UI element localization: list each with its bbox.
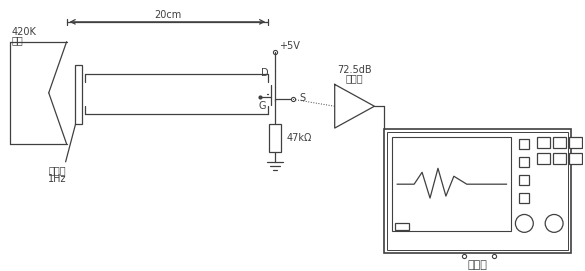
Text: D: D [260, 69, 268, 79]
Bar [553, 137, 566, 148]
Bar [537, 153, 550, 164]
Bar [519, 157, 529, 167]
Bar [384, 129, 571, 253]
Bar [553, 153, 566, 164]
Text: 20cm: 20cm [154, 10, 181, 20]
Bar [74, 64, 81, 124]
Text: 72.5dB: 72.5dB [337, 66, 372, 76]
Text: G: G [259, 101, 266, 111]
Text: 1Hz: 1Hz [49, 174, 67, 184]
Text: 47kΩ: 47kΩ [287, 133, 312, 143]
Bar [269, 124, 281, 152]
Text: 斩波器: 斩波器 [49, 165, 67, 175]
Bar [519, 139, 529, 149]
Text: 420K: 420K [12, 27, 37, 37]
Bar [537, 137, 550, 148]
Text: +5V: +5V [279, 41, 300, 51]
Bar [569, 137, 582, 148]
Bar [387, 132, 568, 250]
Bar [519, 193, 529, 202]
Text: S: S [299, 93, 305, 103]
Bar [393, 137, 511, 231]
Bar [569, 153, 582, 164]
Bar [395, 223, 409, 230]
Text: 黒体: 黒体 [12, 35, 24, 45]
Bar [519, 175, 529, 185]
Text: 放大器: 放大器 [346, 73, 363, 83]
Text: 示波器: 示波器 [468, 260, 488, 270]
